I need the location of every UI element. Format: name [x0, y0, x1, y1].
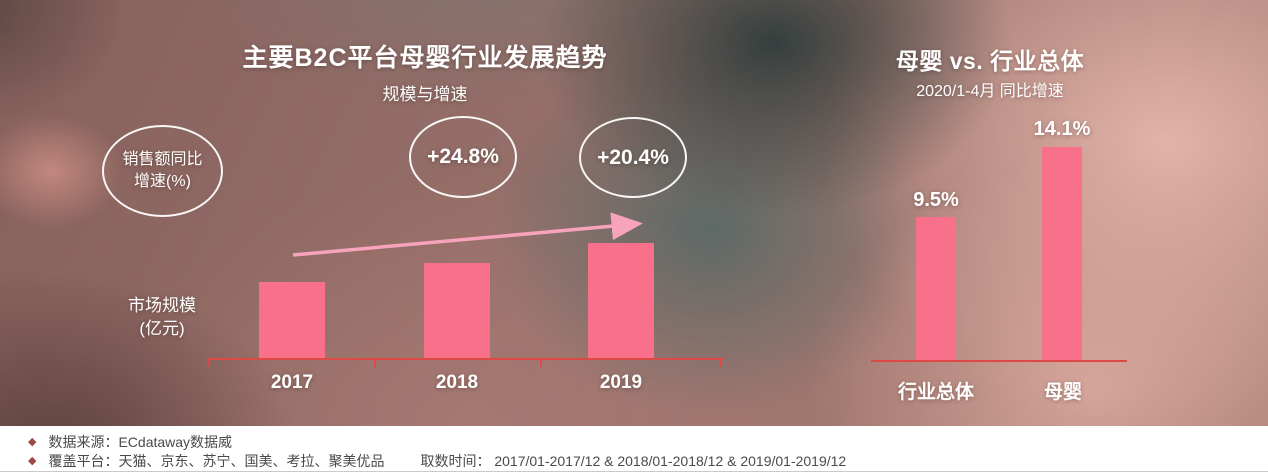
bar-maternal-baby [1042, 147, 1082, 361]
coverage-platforms-text: 覆盖平台：天猫、京东、苏宁、国美、考拉、聚美优品 [48, 453, 385, 469]
axis-tick [374, 358, 376, 367]
footer-divider [0, 471, 1268, 472]
axis-tick [208, 358, 210, 367]
growth-badge-2018-value: +24.8% [427, 145, 499, 168]
axis-tick [720, 358, 722, 367]
value-label-maternal: 14.1% [1033, 118, 1091, 140]
axis-tick [540, 358, 542, 367]
annotation-line-1: 销售额同比 [122, 151, 203, 168]
sales-growth-annotation-oval: 销售额同比 增速(%) [102, 125, 223, 217]
annotation-line-2: 增速(%) [134, 173, 191, 190]
left-chart-title: 主要B2C平台母婴行业发展趋势 [242, 44, 608, 72]
right-chart-title: 母婴 vs. 行业总体 [895, 48, 1085, 74]
y-axis-label-line-1: 市场规模 [128, 296, 196, 315]
x-tick-label-2019: 2019 [599, 372, 643, 393]
x-tick-label-2018: 2018 [435, 372, 479, 393]
right-chart-subtitle: 2020/1-4月 同比增速 [916, 83, 1064, 100]
left-chart-x-axis [207, 358, 723, 360]
footer-coverage-row: ◆ 覆盖平台：天猫、京东、苏宁、国美、考拉、聚美优品 取数时间： 2017/01… [28, 451, 846, 471]
y-axis-label-line-2: (亿元) [139, 319, 185, 338]
growth-badge-2019-value: +20.4% [597, 145, 669, 169]
trend-arrow-icon [292, 212, 643, 257]
x-tick-label-2017: 2017 [270, 372, 314, 393]
growth-badge-2018: +24.8% [409, 116, 517, 198]
diamond-bullet-icon: ◆ [28, 454, 37, 467]
footer: ◆ 数据来源：ECdataway数据威 ◆ 覆盖平台：天猫、京东、苏宁、国美、考… [0, 426, 1268, 476]
value-label-industry: 9.5% [913, 189, 959, 211]
left-chart-y-axis-label: 市场规模 (亿元) [108, 294, 216, 340]
bar-industry-total [916, 217, 956, 361]
diamond-bullet-icon: ◆ [28, 435, 37, 448]
right-chart-x-axis [871, 360, 1127, 362]
footer-source-row: ◆ 数据来源：ECdataway数据威 [28, 432, 232, 452]
bar-2018 [424, 263, 490, 359]
left-chart-subtitle: 规模与增速 [382, 85, 468, 104]
bar-2017 [259, 282, 325, 359]
bar-2019 [588, 243, 654, 359]
data-period-text: 取数时间： 2017/01-2017/12 & 2018/01-2018/12 … [420, 453, 847, 469]
data-source-text: 数据来源：ECdataway数据威 [48, 434, 233, 450]
category-label-industry: 行业总体 [897, 382, 974, 403]
growth-badge-2019: +20.4% [579, 117, 687, 198]
category-label-maternal: 母婴 [1043, 382, 1082, 403]
